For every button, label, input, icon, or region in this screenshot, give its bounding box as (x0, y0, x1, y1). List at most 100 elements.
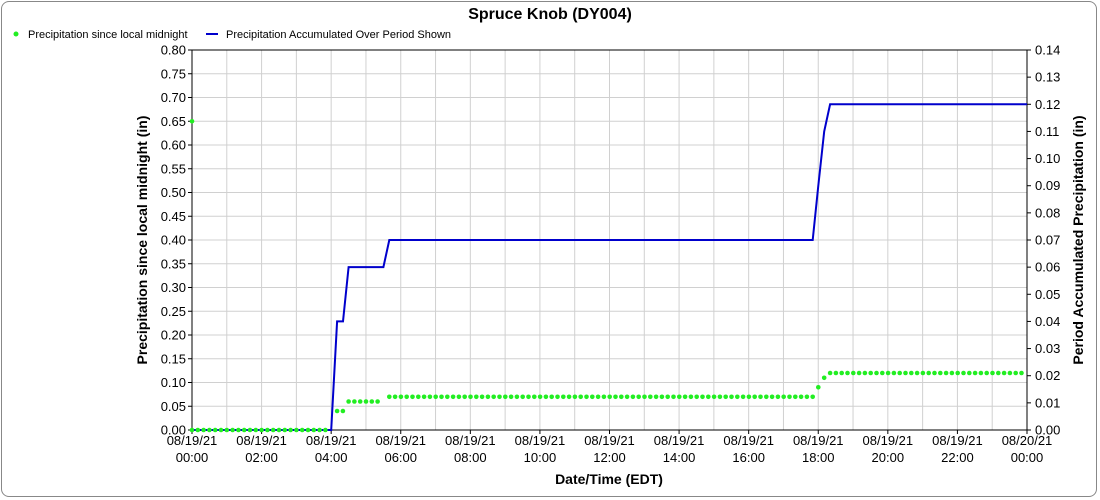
y-axis-right: 0.00 0.01 0.02 0.03 0.04 0.05 0.06 0.07 0.08 0.09… (1027, 43, 1060, 438)
data-point (288, 427, 293, 433)
y-left-tick-label: 0.80 (161, 43, 186, 58)
y-right-tick-label: 0.02 (1035, 368, 1060, 383)
y-left-tick-label: 0.70 (161, 90, 186, 105)
data-point (474, 394, 479, 400)
data-point (642, 394, 647, 400)
data-point (427, 394, 433, 400)
y-right-tick-label: 0.08 (1035, 205, 1060, 220)
x-tick-label-time: 02:00 (245, 450, 278, 465)
x-tick-label-date: 08/19/21 (375, 433, 426, 448)
data-point (978, 370, 984, 376)
data-point (276, 427, 282, 433)
data-point (479, 394, 485, 400)
x-tick-label-time: 06:00 (384, 450, 417, 465)
data-point (514, 394, 520, 400)
data-point (207, 427, 212, 433)
y-right-tick-label: 0.10 (1035, 151, 1060, 166)
data-point (189, 119, 195, 124)
data-point (996, 370, 1001, 376)
y-right-tick-label: 0.03 (1035, 341, 1060, 356)
data-point (503, 394, 508, 400)
y-right-tick-label: 0.06 (1035, 260, 1060, 275)
data-point (578, 394, 583, 400)
data-point (439, 394, 444, 400)
data-point (735, 394, 740, 400)
data-point (224, 427, 230, 433)
data-point (201, 427, 206, 433)
data-point (880, 370, 885, 376)
data-point (949, 370, 955, 376)
data-point (549, 394, 554, 400)
data-point (526, 394, 531, 400)
data-point (932, 370, 937, 376)
y-left-tick-label: 0.50 (161, 185, 186, 200)
data-point (619, 394, 624, 400)
y-left-tick-label: 0.55 (161, 161, 186, 176)
y-right-tick-label: 0.04 (1035, 314, 1060, 329)
data-point (938, 370, 943, 376)
data-point (601, 394, 607, 400)
x-tick-label-time: 00:00 (1011, 450, 1044, 465)
data-point (909, 370, 914, 376)
y-right-tick-label: 0.00 (1035, 423, 1060, 438)
data-point (212, 427, 218, 433)
y-left-tick-label: 0.65 (161, 114, 186, 129)
data-point (572, 394, 578, 400)
data-point (189, 427, 195, 433)
data-point (659, 394, 665, 400)
data-point (885, 370, 891, 376)
data-point (357, 399, 363, 404)
data-point (752, 394, 757, 400)
data-point (543, 394, 549, 400)
data-point (416, 394, 421, 400)
data-point (323, 427, 328, 433)
y-right-tick-label: 0.07 (1035, 233, 1060, 248)
y-right-tick-label: 0.05 (1035, 287, 1060, 302)
data-point (874, 370, 879, 376)
data-point (241, 427, 247, 433)
x-tick-label-date: 08/19/21 (793, 433, 844, 448)
y-left-tick-label: 0.20 (161, 328, 186, 343)
data-point (677, 394, 682, 400)
data-point (653, 394, 659, 400)
y-left-tick-label: 0.00 (161, 423, 186, 438)
data-point (404, 394, 410, 400)
data-point (561, 394, 566, 400)
data-point (717, 394, 723, 400)
data-point (398, 394, 404, 400)
data-point (520, 394, 525, 400)
data-point (810, 394, 815, 400)
data-point (363, 399, 369, 404)
data-point (532, 394, 537, 400)
series-since-midnight-points (189, 119, 1024, 433)
data-point (566, 394, 572, 400)
y-axis-right-title: Period Accumulated Precipitation (in) (1070, 115, 1086, 364)
data-point (787, 394, 792, 400)
y-right-tick-label: 0.11 (1035, 124, 1059, 139)
data-point (804, 394, 810, 400)
x-axis-title: Date/Time (EDT) (555, 471, 663, 487)
data-point (920, 370, 926, 376)
y-right-tick-label: 0.09 (1035, 178, 1060, 193)
data-point (410, 394, 415, 400)
data-point (230, 427, 235, 433)
x-tick-label-date: 08/19/21 (932, 433, 983, 448)
data-point (352, 399, 357, 404)
data-point (967, 370, 972, 376)
data-point (491, 394, 497, 400)
data-point (682, 394, 688, 400)
x-tick-label-time: 20:00 (872, 450, 905, 465)
data-point (1007, 370, 1013, 376)
data-point (648, 394, 653, 400)
data-point (369, 399, 375, 404)
data-point (671, 394, 676, 400)
x-tick-label-date: 08/19/21 (863, 433, 914, 448)
data-point (903, 370, 908, 376)
data-point (636, 394, 641, 400)
data-point (706, 394, 711, 400)
x-tick-label-date: 08/19/21 (515, 433, 566, 448)
data-point (746, 394, 752, 400)
y-axis-left-title: Precipitation since local midnight (in) (134, 116, 150, 365)
data-point (317, 427, 322, 433)
